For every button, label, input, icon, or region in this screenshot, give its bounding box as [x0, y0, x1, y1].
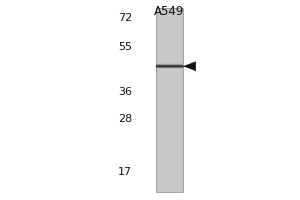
Text: A549: A549: [154, 5, 185, 18]
Text: 36: 36: [118, 87, 132, 97]
Text: 55: 55: [118, 42, 132, 52]
Text: 28: 28: [118, 114, 132, 124]
Text: 17: 17: [118, 167, 132, 177]
Text: 72: 72: [118, 13, 132, 23]
Polygon shape: [184, 62, 196, 71]
Bar: [156, 8, 183, 192]
